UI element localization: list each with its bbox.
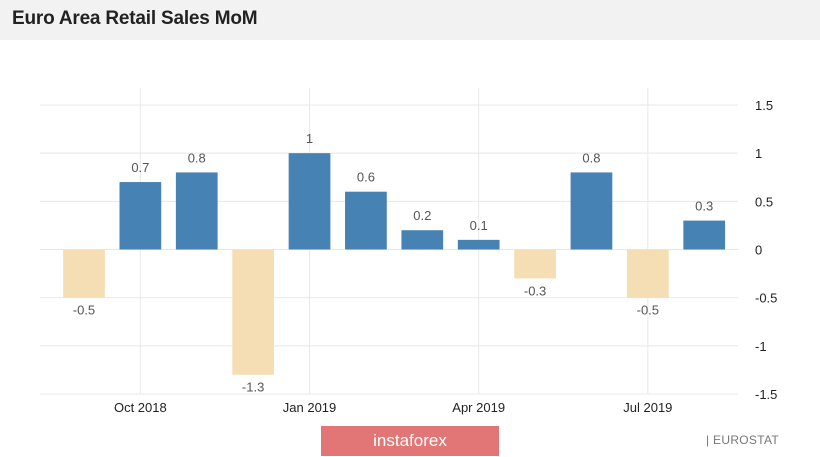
bar <box>175 172 218 250</box>
y-tick-label: -0.5 <box>755 291 777 306</box>
bar <box>119 182 162 250</box>
data-label: 0.2 <box>413 208 431 223</box>
bar <box>514 249 556 279</box>
bar <box>570 172 613 250</box>
bar <box>457 239 500 250</box>
bar <box>63 249 105 298</box>
y-tick-label: 0.5 <box>755 194 773 209</box>
data-label: 0.8 <box>188 150 206 165</box>
chart-title: Euro Area Retail Sales MoM <box>12 8 258 29</box>
data-label: 0.6 <box>357 170 375 185</box>
data-label: 0.1 <box>470 218 488 233</box>
data-label: -0.5 <box>637 303 659 318</box>
chart-header: Euro Area Retail Sales MoM <box>0 0 820 40</box>
bar <box>401 230 444 250</box>
y-tick-label: -1 <box>755 339 767 354</box>
data-label: 1 <box>306 131 313 146</box>
data-label: 0.3 <box>695 199 713 214</box>
y-tick-label: 1 <box>755 146 762 161</box>
data-label: -1.3 <box>242 380 264 395</box>
bar <box>232 249 274 375</box>
bar <box>288 153 331 250</box>
data-label: -0.3 <box>524 283 546 298</box>
instaforex-watermark: instaforex <box>321 426 499 456</box>
source-label: | EUROSTAT <box>706 433 780 447</box>
y-tick-label: 0 <box>755 243 762 258</box>
bar <box>345 191 387 250</box>
bar <box>683 220 726 250</box>
y-tick-label: 1.5 <box>755 98 773 113</box>
data-label: -0.5 <box>73 303 95 318</box>
x-tick-label: Oct 2018 <box>114 400 167 415</box>
x-tick-label: Jul 2019 <box>623 400 672 415</box>
data-label: 0.7 <box>131 160 149 175</box>
x-tick-label: Jan 2019 <box>283 400 337 415</box>
bar <box>626 249 669 298</box>
y-tick-label: -1.5 <box>755 387 777 402</box>
x-tick-label: Apr 2019 <box>452 400 505 415</box>
data-label: 0.8 <box>582 150 600 165</box>
